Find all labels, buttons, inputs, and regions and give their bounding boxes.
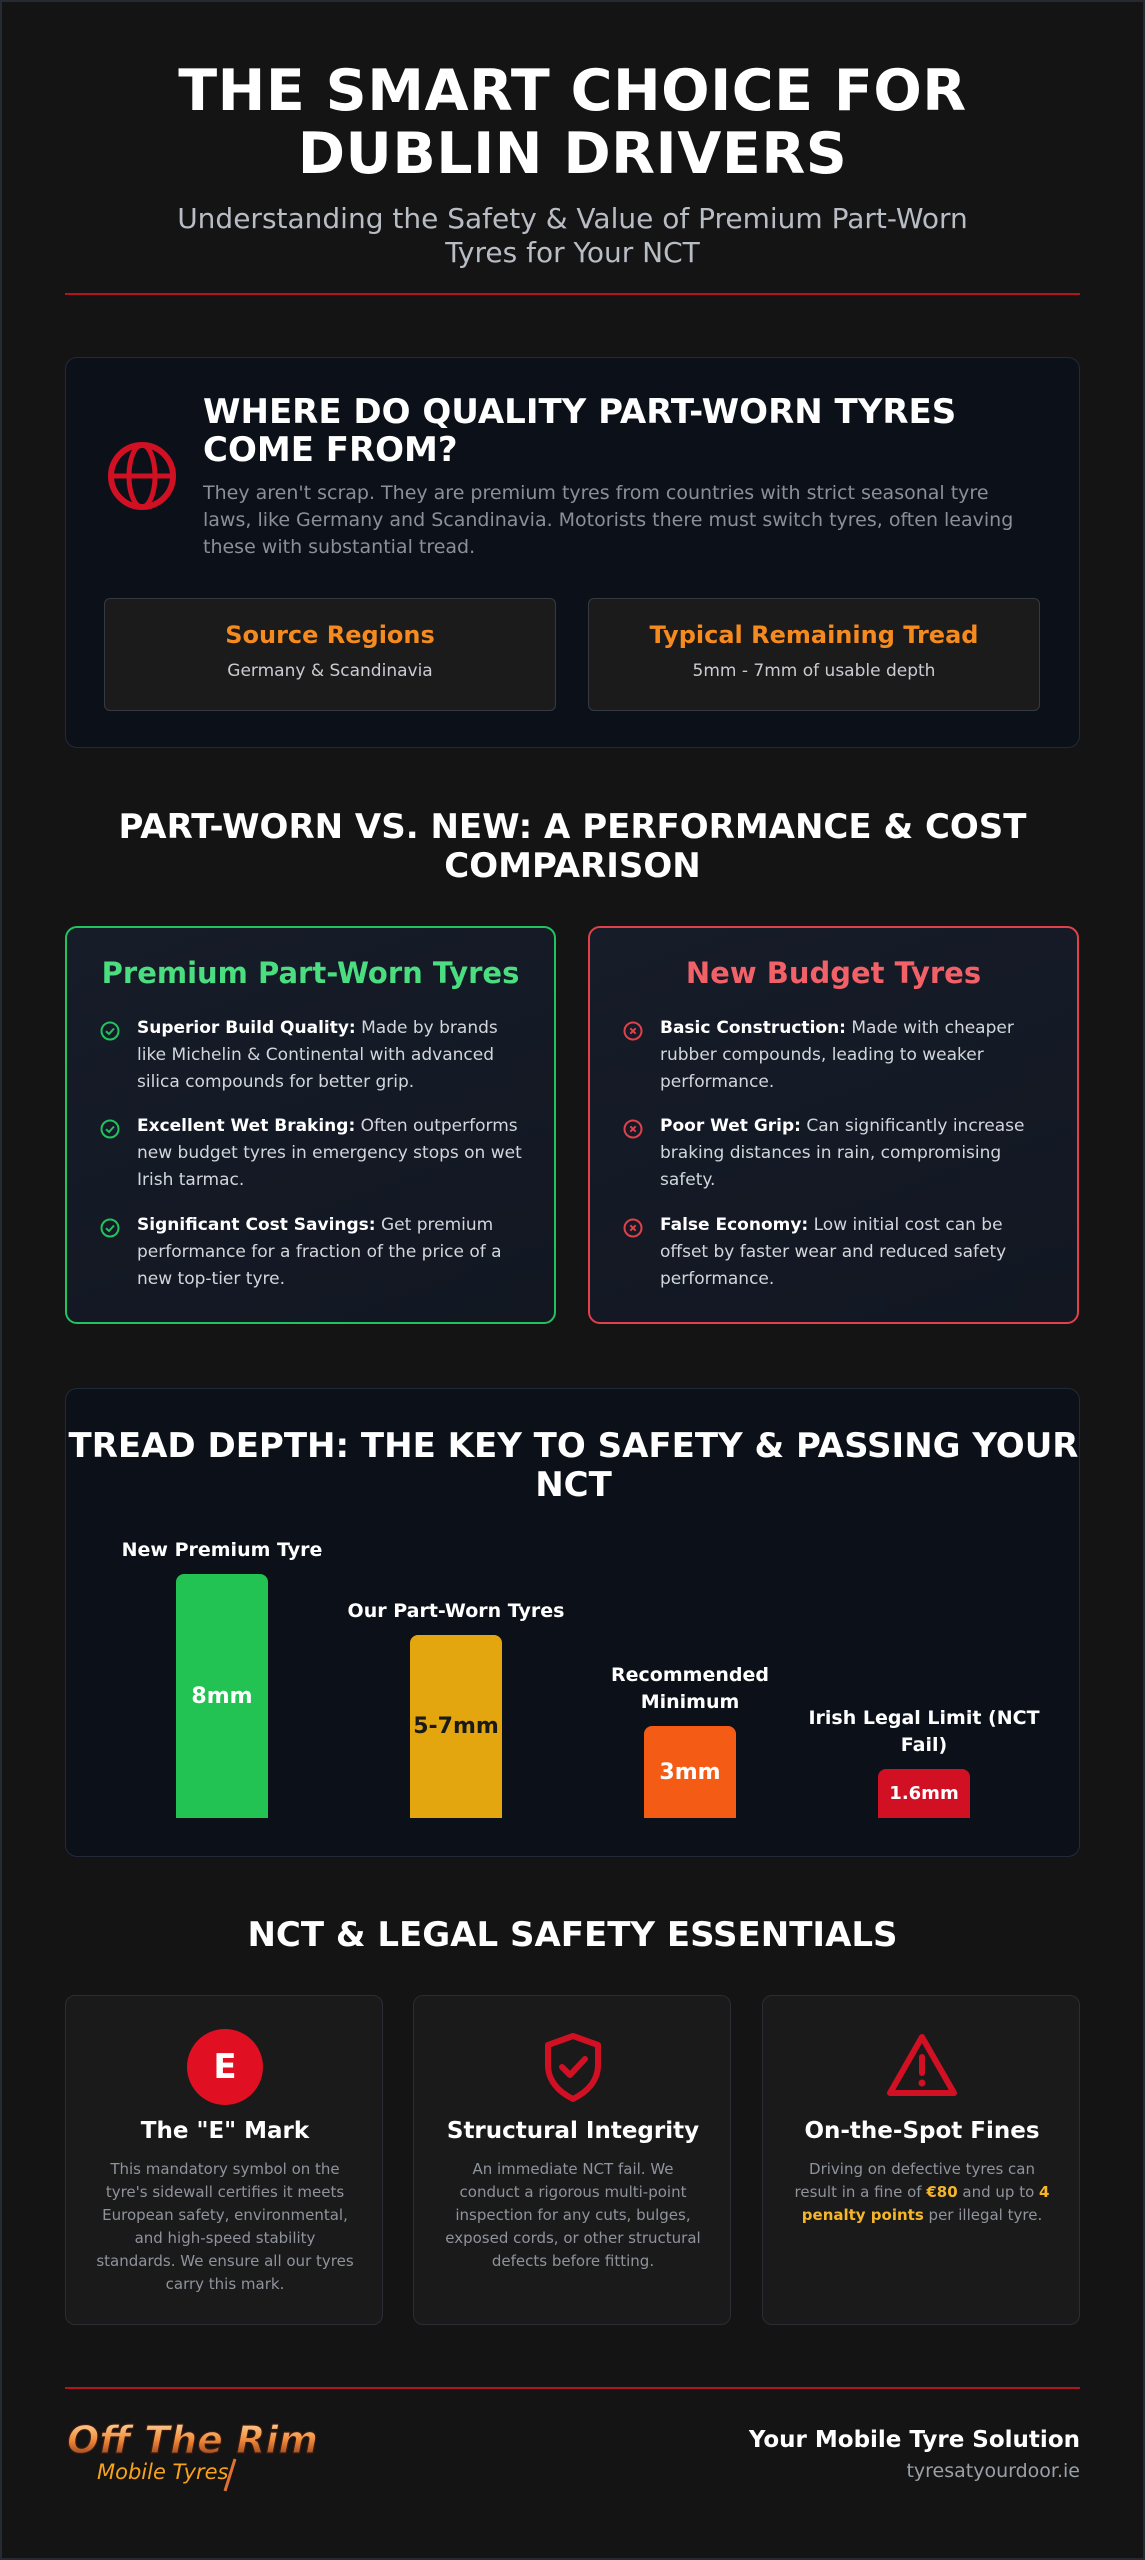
tread-bar: 5-7mm bbox=[410, 1635, 502, 1818]
stat-value: Germany & Scandinavia bbox=[227, 661, 433, 681]
check-circle-icon bbox=[100, 1218, 120, 1238]
globe-icon bbox=[108, 442, 176, 510]
page-subtitle: Understanding the Safety & Value of Prem… bbox=[177, 202, 968, 269]
penalty-points: 4 penalty points bbox=[801, 2183, 1050, 2224]
fines-title: On-the-Spot Fines bbox=[804, 2118, 1040, 2144]
x-circle-icon bbox=[623, 1218, 643, 1238]
budget-point: Basic Construction: Made with cheaper ru… bbox=[660, 1018, 1014, 1092]
e-mark-badge: E bbox=[187, 2029, 263, 2105]
fines-card: On-the-Spot Fines Driving on defective t… bbox=[762, 1995, 1080, 2325]
structural-integrity-text: An immediate NCT fail. We conduct a rigo… bbox=[445, 2160, 701, 2270]
part-worn-point: Superior Build Quality: Made by brands l… bbox=[137, 1018, 498, 1092]
warning-triangle-icon bbox=[887, 2034, 957, 2096]
tread-bar-label: Our Part-Worn Tyres bbox=[347, 1600, 565, 1622]
e-mark-icon: E bbox=[187, 2029, 263, 2105]
tread-bar: 3mm bbox=[644, 1726, 736, 1818]
budget-card: New Budget Tyres Basic Construction: Mad… bbox=[588, 926, 1079, 1324]
tread-title: TREAD DEPTH: THE KEY TO SAFETY & PASSING… bbox=[68, 1426, 1079, 1505]
tread-bar-label: New Premium Tyre bbox=[121, 1539, 323, 1561]
x-circle-icon bbox=[623, 1119, 643, 1139]
footer-url[interactable]: tyresatyourdoor.ie bbox=[906, 2460, 1080, 2482]
stat-remaining-tread: Typical Remaining Tread 5mm - 7mm of usa… bbox=[588, 598, 1040, 711]
check-circle-icon bbox=[100, 1021, 120, 1041]
budget-title: New Budget Tyres bbox=[685, 956, 982, 990]
part-worn-point: Excellent Wet Braking: Often outperforms… bbox=[137, 1116, 522, 1190]
tread-bar: 8mm bbox=[176, 1574, 268, 1818]
x-circle-icon bbox=[623, 1021, 643, 1041]
stat-value: 5mm - 7mm of usable depth bbox=[692, 661, 936, 681]
part-worn-card: Premium Part-Worn Tyres Superior Build Q… bbox=[65, 926, 556, 1324]
stat-title: Typical Remaining Tread bbox=[649, 621, 979, 649]
logo-wordmark: Off The Rim bbox=[67, 2418, 318, 2462]
source-card: WHERE DO QUALITY PART-WORN TYRES COME FR… bbox=[65, 357, 1080, 748]
logo-subtitle: Mobile Tyres bbox=[97, 2460, 229, 2484]
stat-source-regions: Source Regions Germany & Scandinavia bbox=[104, 598, 556, 711]
tread-bar: 1.6mm bbox=[878, 1769, 970, 1818]
page-title: THE SMART CHOICE FOR DUBLIN DRIVERS bbox=[178, 58, 967, 187]
e-mark-text: This mandatory symbol on the tyre's side… bbox=[96, 2160, 354, 2293]
stat-title: Source Regions bbox=[225, 621, 435, 649]
tread-bar-label: Irish Legal Limit (NCT Fail) bbox=[808, 1707, 1040, 1756]
fine-amount: €80 bbox=[926, 2183, 958, 2201]
shield-check-icon bbox=[545, 2033, 601, 2102]
header: THE SMART CHOICE FOR DUBLIN DRIVERS Unde… bbox=[65, 60, 1080, 270]
essentials-title: NCT & LEGAL SAFETY ESSENTIALS bbox=[247, 1915, 898, 1955]
company-logo[interactable]: Off The Rim Mobile Tyres bbox=[65, 2415, 345, 2495]
check-circle-icon bbox=[100, 1119, 120, 1139]
part-worn-point: Significant Cost Savings: Get premium pe… bbox=[137, 1215, 502, 1289]
source-description: They aren't scrap. They are premium tyre… bbox=[203, 482, 1014, 558]
tread-card: TREAD DEPTH: THE KEY TO SAFETY & PASSING… bbox=[65, 1388, 1080, 1857]
source-title: WHERE DO QUALITY PART-WORN TYRES COME FR… bbox=[203, 392, 957, 470]
e-mark-title: The "E" Mark bbox=[140, 2118, 310, 2144]
structural-integrity-card: Structural Integrity An immediate NCT fa… bbox=[413, 1995, 731, 2325]
budget-point: Poor Wet Grip: Can significantly increas… bbox=[660, 1116, 1025, 1190]
footer-divider bbox=[65, 2387, 1080, 2389]
budget-point: False Economy: Low initial cost can be o… bbox=[660, 1215, 1007, 1289]
structural-integrity-title: Structural Integrity bbox=[446, 2118, 700, 2144]
e-mark-card: E The "E" Mark This mandatory symbol on … bbox=[65, 1995, 383, 2325]
part-worn-title: Premium Part-Worn Tyres bbox=[101, 956, 520, 990]
header-divider bbox=[65, 293, 1080, 295]
comparison-title: PART-WORN VS. NEW: A PERFORMANCE & COST … bbox=[118, 807, 1027, 886]
footer-tagline: Your Mobile Tyre Solution bbox=[748, 2427, 1080, 2453]
fines-text: Driving on defective tyres can result in… bbox=[794, 2160, 1050, 2224]
tread-bar-label: Recommended Minimum bbox=[611, 1664, 769, 1713]
